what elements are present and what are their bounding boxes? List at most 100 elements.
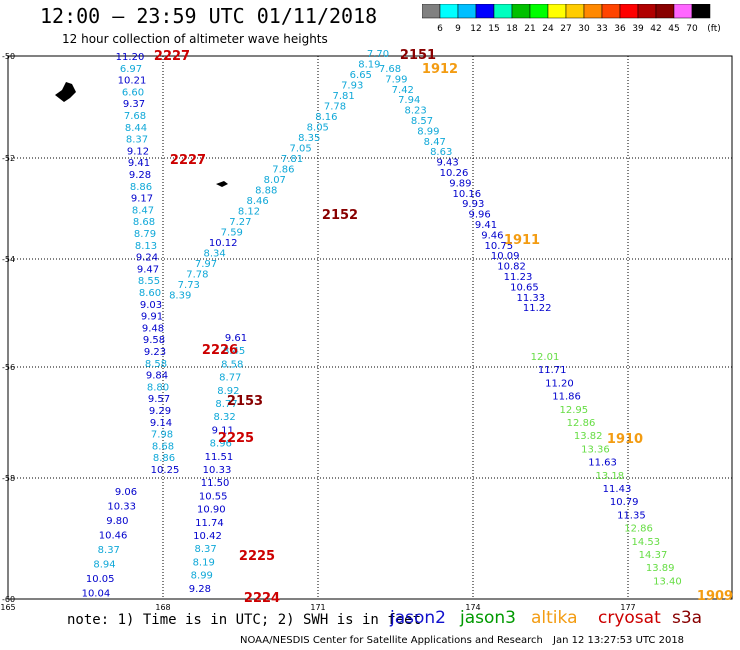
- wave-height-value: 7.97: [195, 259, 217, 270]
- legend-altika: altika: [531, 608, 578, 628]
- wave-height-value: 10.42: [193, 531, 222, 542]
- wave-height-value: 8.80: [147, 382, 169, 393]
- wave-height-value: 9.29: [149, 406, 171, 417]
- wave-height-value: 8.35: [298, 133, 320, 144]
- wave-height-value: 11.20: [116, 52, 145, 63]
- wave-height-value: 7.98: [151, 430, 173, 441]
- wave-height-value: 8.44: [125, 123, 147, 134]
- island-shape: [216, 181, 228, 187]
- wave-height-value: 10.33: [107, 502, 136, 513]
- wave-height-value: 13.89: [646, 563, 675, 574]
- wave-height-value: 10.75: [484, 241, 513, 252]
- scale-unit: (ft): [707, 24, 721, 34]
- wave-height-points: 11.206.9710.216.609.377.688.448.379.129.…: [82, 49, 682, 600]
- wave-height-value: 9.41: [128, 158, 150, 169]
- wave-height-value: 9.61: [225, 333, 247, 344]
- wave-height-value: 8.45: [223, 346, 245, 357]
- wave-height-value: 6.97: [120, 64, 142, 75]
- wave-height-value: 7.99: [385, 74, 407, 85]
- scale-tick: 21: [524, 24, 535, 34]
- wave-height-value: 10.25: [151, 465, 180, 476]
- note-text: note: 1) Time is in UTC; 2) SWH is in fe…: [67, 612, 422, 628]
- wave-height-value: 8.86: [153, 453, 175, 464]
- wave-height-value: 7.78: [324, 102, 346, 113]
- lat-label: -60: [2, 595, 15, 604]
- pass-label: 2151: [400, 48, 436, 63]
- wave-height-value: 9.37: [123, 99, 145, 110]
- wave-height-value: 8.07: [264, 175, 286, 186]
- wave-height-value: 7.68: [124, 111, 146, 122]
- pass-label: 2152: [322, 208, 358, 223]
- wave-height-value: 8.58: [145, 359, 167, 370]
- wave-height-value: 7.68: [379, 64, 401, 75]
- wave-height-value: 7.94: [398, 95, 420, 106]
- pass-label: 1911: [504, 233, 540, 248]
- page-title: 12:00 – 23:59 UTC 01/11/2018: [40, 4, 378, 28]
- wave-height-value: 11.71: [538, 365, 567, 376]
- wave-height-value: 9.06: [115, 487, 137, 498]
- wave-height-value: 8.12: [238, 207, 260, 218]
- wave-height-value: 11.22: [523, 303, 552, 314]
- wave-height-value: 9.17: [131, 194, 153, 205]
- wave-height-value: 8.46: [246, 196, 268, 207]
- wave-height-value: 10.09: [491, 251, 520, 262]
- lat-label: -52: [2, 154, 15, 163]
- scale-tick: 42: [650, 24, 661, 34]
- wave-height-value: 8.13: [135, 241, 157, 252]
- pass-label: 1909: [697, 589, 733, 604]
- wave-height-value: 8.92: [217, 386, 239, 397]
- wave-height-value: 11.50: [201, 478, 230, 489]
- credit-text: NOAA/NESDIS Center for Satellite Applica…: [240, 635, 543, 646]
- wave-height-value: 8.99: [191, 571, 213, 582]
- wave-height-value: 8.37: [194, 544, 216, 555]
- wave-height-value: 10.05: [86, 574, 115, 585]
- wave-height-value: 8.86: [130, 182, 152, 193]
- wave-height-value: 11.33: [516, 293, 545, 304]
- wave-height-value: 8.23: [404, 106, 426, 117]
- scale-tick: 27: [560, 24, 571, 34]
- pass-label: 2224: [244, 591, 280, 606]
- wave-height-value: 11.74: [195, 518, 224, 529]
- wave-height-value: 13.82: [574, 431, 603, 442]
- wave-height-value: 8.79: [134, 229, 156, 240]
- wave-height-value: 8.47: [424, 137, 446, 148]
- wave-height-value: 8.57: [411, 116, 433, 127]
- wave-height-value: 9.48: [142, 323, 164, 334]
- scale-tick: 9: [455, 24, 461, 34]
- wave-height-value: 11.20: [545, 378, 574, 389]
- wave-height-value: 10.55: [199, 491, 228, 502]
- wave-height-value: 8.05: [307, 123, 329, 134]
- scale-tick: 18: [506, 24, 518, 34]
- pass-label: 2226: [202, 343, 238, 358]
- wave-height-value: 12.86: [624, 524, 653, 535]
- wave-height-value: 8.58: [221, 359, 243, 370]
- scale-tick: 24: [542, 24, 554, 34]
- wave-height-value: 7.93: [341, 81, 363, 92]
- wave-height-value: 13.18: [595, 471, 624, 482]
- scale-tick: 33: [596, 24, 607, 34]
- wave-height-value: 10.33: [203, 465, 232, 476]
- wave-height-value: 9.80: [106, 516, 128, 527]
- wave-height-value: 8.99: [417, 126, 439, 137]
- wave-height-value: 10.21: [118, 76, 147, 87]
- wave-height-value: 8.47: [132, 205, 154, 216]
- wave-height-value: 6.60: [122, 87, 144, 98]
- wave-height-value: 8.68: [152, 441, 174, 452]
- lat-label: -58: [2, 474, 15, 483]
- scale-tick: 12: [470, 24, 481, 34]
- wave-height-value: 8.19: [358, 60, 380, 71]
- wave-height-value: 7.59: [221, 228, 243, 239]
- wave-height-value: 9.12: [127, 146, 149, 157]
- wave-height-value: 8.16: [315, 112, 337, 123]
- wave-height-value: 9.41: [475, 220, 497, 231]
- pass-label: 2225: [239, 549, 275, 564]
- island-shapes: [55, 82, 228, 187]
- wave-height-value: 12.95: [559, 405, 588, 416]
- wave-height-value: 8.19: [193, 557, 215, 568]
- lon-label: 171: [310, 603, 325, 612]
- map-grid: [7, 55, 733, 600]
- wave-height-value: 14.53: [631, 537, 660, 548]
- wave-height-value: 11.51: [205, 452, 234, 463]
- wave-height-value: 11.43: [603, 484, 632, 495]
